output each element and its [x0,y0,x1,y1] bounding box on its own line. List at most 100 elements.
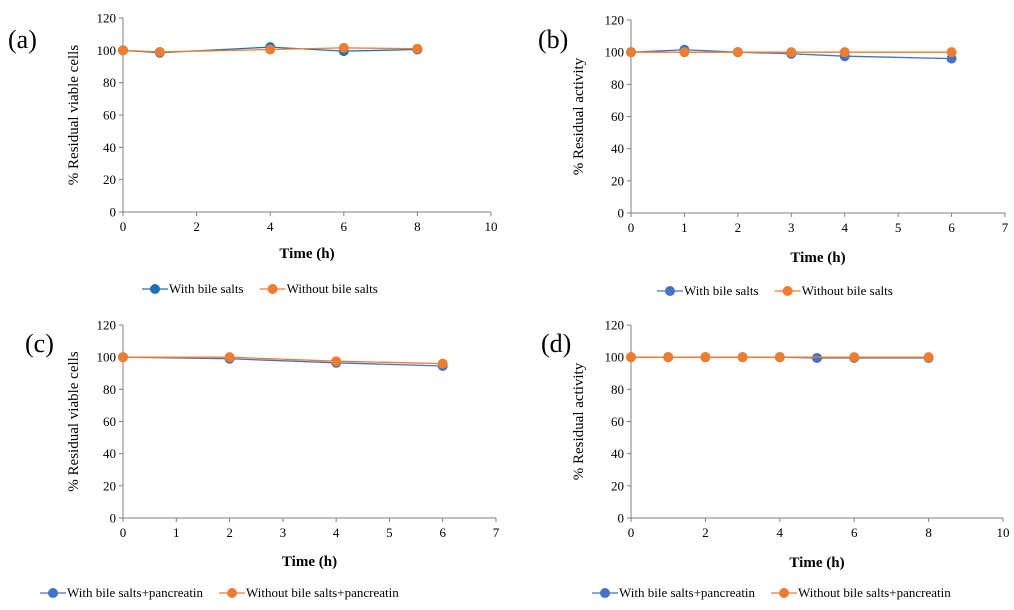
panel-label: (c) [25,329,54,358]
x-tick-label: 7 [1002,220,1009,235]
y-tick-label: 120 [605,13,625,28]
chart-panel-b: (b) 0 20 40 60 80 100 120 0 1 2 3 4 5 6 7 Time (h) % Resi… [538,13,1009,299]
y-tick-label: 60 [103,108,116,123]
legend-entry-1: With bile salts+pancreatin [40,585,204,600]
legend-label: Without bile salts+pancreatin [798,585,951,600]
y-tick-label: 80 [103,75,116,90]
x-tick-label: 2 [735,220,742,235]
data-point [839,47,850,58]
y-tick-label: 60 [611,109,624,124]
x-tick-label: 1 [681,220,688,235]
panel-label: (a) [8,25,37,54]
y-tick-label: 100 [605,45,625,60]
legend-entry-1: With bile salts+pancreatin [592,585,756,600]
data-point [437,358,448,369]
legend-marker [48,588,58,598]
y-tick-label: 0 [618,206,625,221]
legend-label: With bile salts+pancreatin [67,585,204,600]
y-tick-label: 20 [103,172,116,187]
x-tick-label: 6 [948,220,955,235]
y-tick-label: 60 [103,414,116,429]
data-point [732,47,743,58]
x-tick-label: 6 [439,525,446,540]
x-tick-label: 3 [788,220,795,235]
data-point [786,47,797,58]
chart-panel-c: (c) 0 20 40 60 80 100 120 0 1 2 3 4 5 6 7 Time (h) % Resi… [25,318,500,601]
x-tick-label: 0 [628,525,635,540]
y-tick-label: 100 [97,350,117,365]
legend-marker [227,588,238,598]
data-point [412,43,423,54]
y-tick-label: 40 [103,140,116,155]
x-tick-label: 6 [341,219,348,234]
data-point [118,45,128,56]
x-tick-label: 4 [777,525,784,540]
panel-label: (d) [541,329,571,358]
y-tick-label: 20 [611,173,624,188]
y-tick-label: 80 [103,382,116,397]
x-tick-label: 7 [493,525,500,540]
y-tick-label: 120 [97,318,117,333]
data-point [700,352,711,363]
data-point [626,352,636,363]
data-point [849,352,860,363]
chart-panel-d: (d) 0 20 40 60 80 100 120 0 2 4 6 8 10 Time (h) % Resid… [541,318,1010,601]
x-axis-title: Time (h) [279,246,334,262]
legend-entry-1: With bile salts [142,281,244,296]
x-tick-label: 3 [280,525,287,540]
x-tick-label: 6 [851,525,858,540]
legend-marker [600,588,610,598]
y-tick-label: 120 [97,11,117,26]
y-axis-title: % Residual viable cells [66,45,82,186]
y-tick-label: 0 [110,511,117,526]
y-tick-label: 80 [611,77,624,92]
x-axis-title: Time (h) [790,250,845,266]
y-tick-label: 20 [611,478,624,493]
series-line-1 [630,49,952,60]
x-tick-label: 2 [702,525,709,540]
y-tick-label: 60 [611,414,624,429]
legend-label: With bile salts [169,281,244,296]
x-tick-label: 4 [841,220,848,235]
y-axis-title: % Residual activity [571,57,587,175]
x-tick-label: 2 [193,219,200,234]
x-tick-label: 8 [925,525,932,540]
data-point [946,47,957,58]
y-tick-label: 100 [97,43,117,58]
legend-label: Without bile salts+pancreatin [246,585,399,600]
x-tick-label: 5 [895,220,902,235]
x-axis-title: Time (h) [282,554,337,570]
legend-marker [150,284,160,294]
x-axis-title: Time (h) [789,555,844,571]
x-tick-label: 2 [226,525,233,540]
y-tick-label: 100 [605,350,625,365]
legend-label: With bile salts+pancreatin [619,585,756,600]
data-point [737,352,748,363]
x-tick-label: 0 [120,525,127,540]
y-axis-title: % Residual viable cells [66,351,82,492]
x-tick-label: 5 [386,525,393,540]
data-point [812,352,822,363]
y-tick-label: 40 [103,446,116,461]
x-tick-label: 10 [485,219,498,234]
legend-entry-1: With bile salts [657,283,759,298]
legend-marker [267,284,278,294]
data-point [154,46,165,57]
y-tick-label: 0 [618,511,625,526]
data-point [626,47,636,58]
y-tick-label: 120 [605,318,625,333]
data-point [338,42,349,53]
y-tick-label: 0 [110,205,117,220]
data-point [679,47,690,58]
legend-entry-2: Without bile salts+pancreatin [219,585,399,600]
legend-marker [665,286,675,296]
legend-label: Without bile salts [287,281,378,296]
data-point [118,352,128,363]
y-axis-title: % Residual activity [571,362,587,480]
series-line-1 [122,356,443,367]
x-tick-label: 4 [333,525,340,540]
panel-label: (b) [538,25,568,54]
x-tick-label: 0 [628,220,635,235]
data-point [774,352,785,363]
